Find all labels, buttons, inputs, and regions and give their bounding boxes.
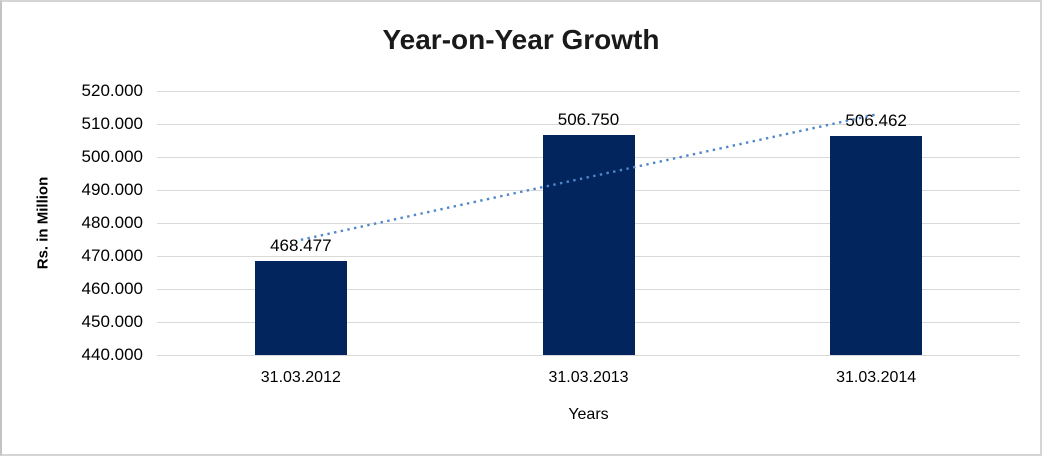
y-tick-label: 490.000 — [81, 180, 143, 199]
y-tick-label: 510.000 — [81, 114, 143, 133]
bar-31.03.2013 — [542, 134, 635, 355]
y-tick-label: 480.000 — [81, 213, 143, 232]
y-tick-label: 450.000 — [81, 312, 143, 331]
bar-value-label: 468.477 — [270, 236, 332, 256]
x-tick-label: 31.03.2013 — [548, 369, 629, 386]
plot-area: 468.477 506.750 506.462 — [157, 91, 1020, 356]
y-tick-label: 460.000 — [81, 279, 143, 298]
bar-31.03.2014 — [830, 135, 923, 355]
y-axis-tick-labels: 520.000 510.000 500.000 490.000 480.000 470.0… — [2, 81, 150, 364]
y-tick-label: 440.000 — [81, 345, 143, 364]
bar-value-label: 506.750 — [557, 109, 620, 129]
x-axis-tick-labels: 31.03.2012 31.03.2013 31.03.2014 — [157, 369, 1020, 391]
x-tick-label: 31.03.2012 — [260, 369, 341, 386]
gridline — [157, 355, 1020, 356]
x-axis-title: Years — [568, 406, 609, 423]
bar-31.03.2012 — [254, 261, 347, 355]
bar-value-label: 506.462 — [845, 110, 907, 130]
y-tick-label: 500.000 — [81, 147, 143, 166]
y-tick-label: 520.000 — [81, 81, 143, 100]
gridline — [157, 91, 1020, 92]
chart-title: Year-on-Year Growth — [382, 24, 660, 55]
y-tick-label: 470.000 — [81, 246, 143, 265]
x-tick-label: 31.03.2014 — [836, 369, 917, 386]
